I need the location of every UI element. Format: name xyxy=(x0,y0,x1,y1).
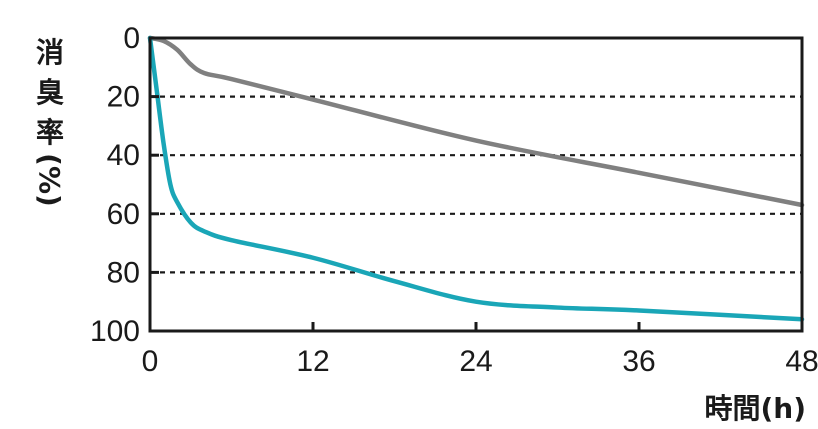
y-axis-title-char: 消 xyxy=(36,36,64,69)
x-axis-title: 時間(h) xyxy=(704,392,806,425)
gridlines xyxy=(150,95,802,274)
x-tick-label: 36 xyxy=(622,345,655,378)
y-axis-title: 消臭率 (%) xyxy=(33,36,66,207)
x-tick-label: 24 xyxy=(459,345,492,378)
y-tick-label: 0 xyxy=(123,22,140,55)
x-tick-label: 48 xyxy=(785,345,818,378)
y-axis-title-char: (%) xyxy=(33,153,66,207)
y-tick-label: 60 xyxy=(107,198,140,231)
y-axis-title-char: 臭 xyxy=(36,76,64,109)
y-tick-label: 40 xyxy=(107,139,140,172)
y-tick-label: 20 xyxy=(107,81,140,114)
x-axis: 0 12 24 36 48 xyxy=(142,322,818,378)
y-axis: 0 20 40 60 80 100 xyxy=(90,22,159,348)
series-group xyxy=(147,35,805,322)
series-line-1 xyxy=(147,35,805,208)
y-axis-title-char: 率 xyxy=(36,116,64,149)
series-line-2 xyxy=(147,35,805,322)
x-tick-label: 0 xyxy=(142,345,159,378)
x-tick-label: 12 xyxy=(296,345,329,378)
y-tick-label: 100 xyxy=(90,315,140,348)
y-tick-label: 80 xyxy=(107,256,140,289)
